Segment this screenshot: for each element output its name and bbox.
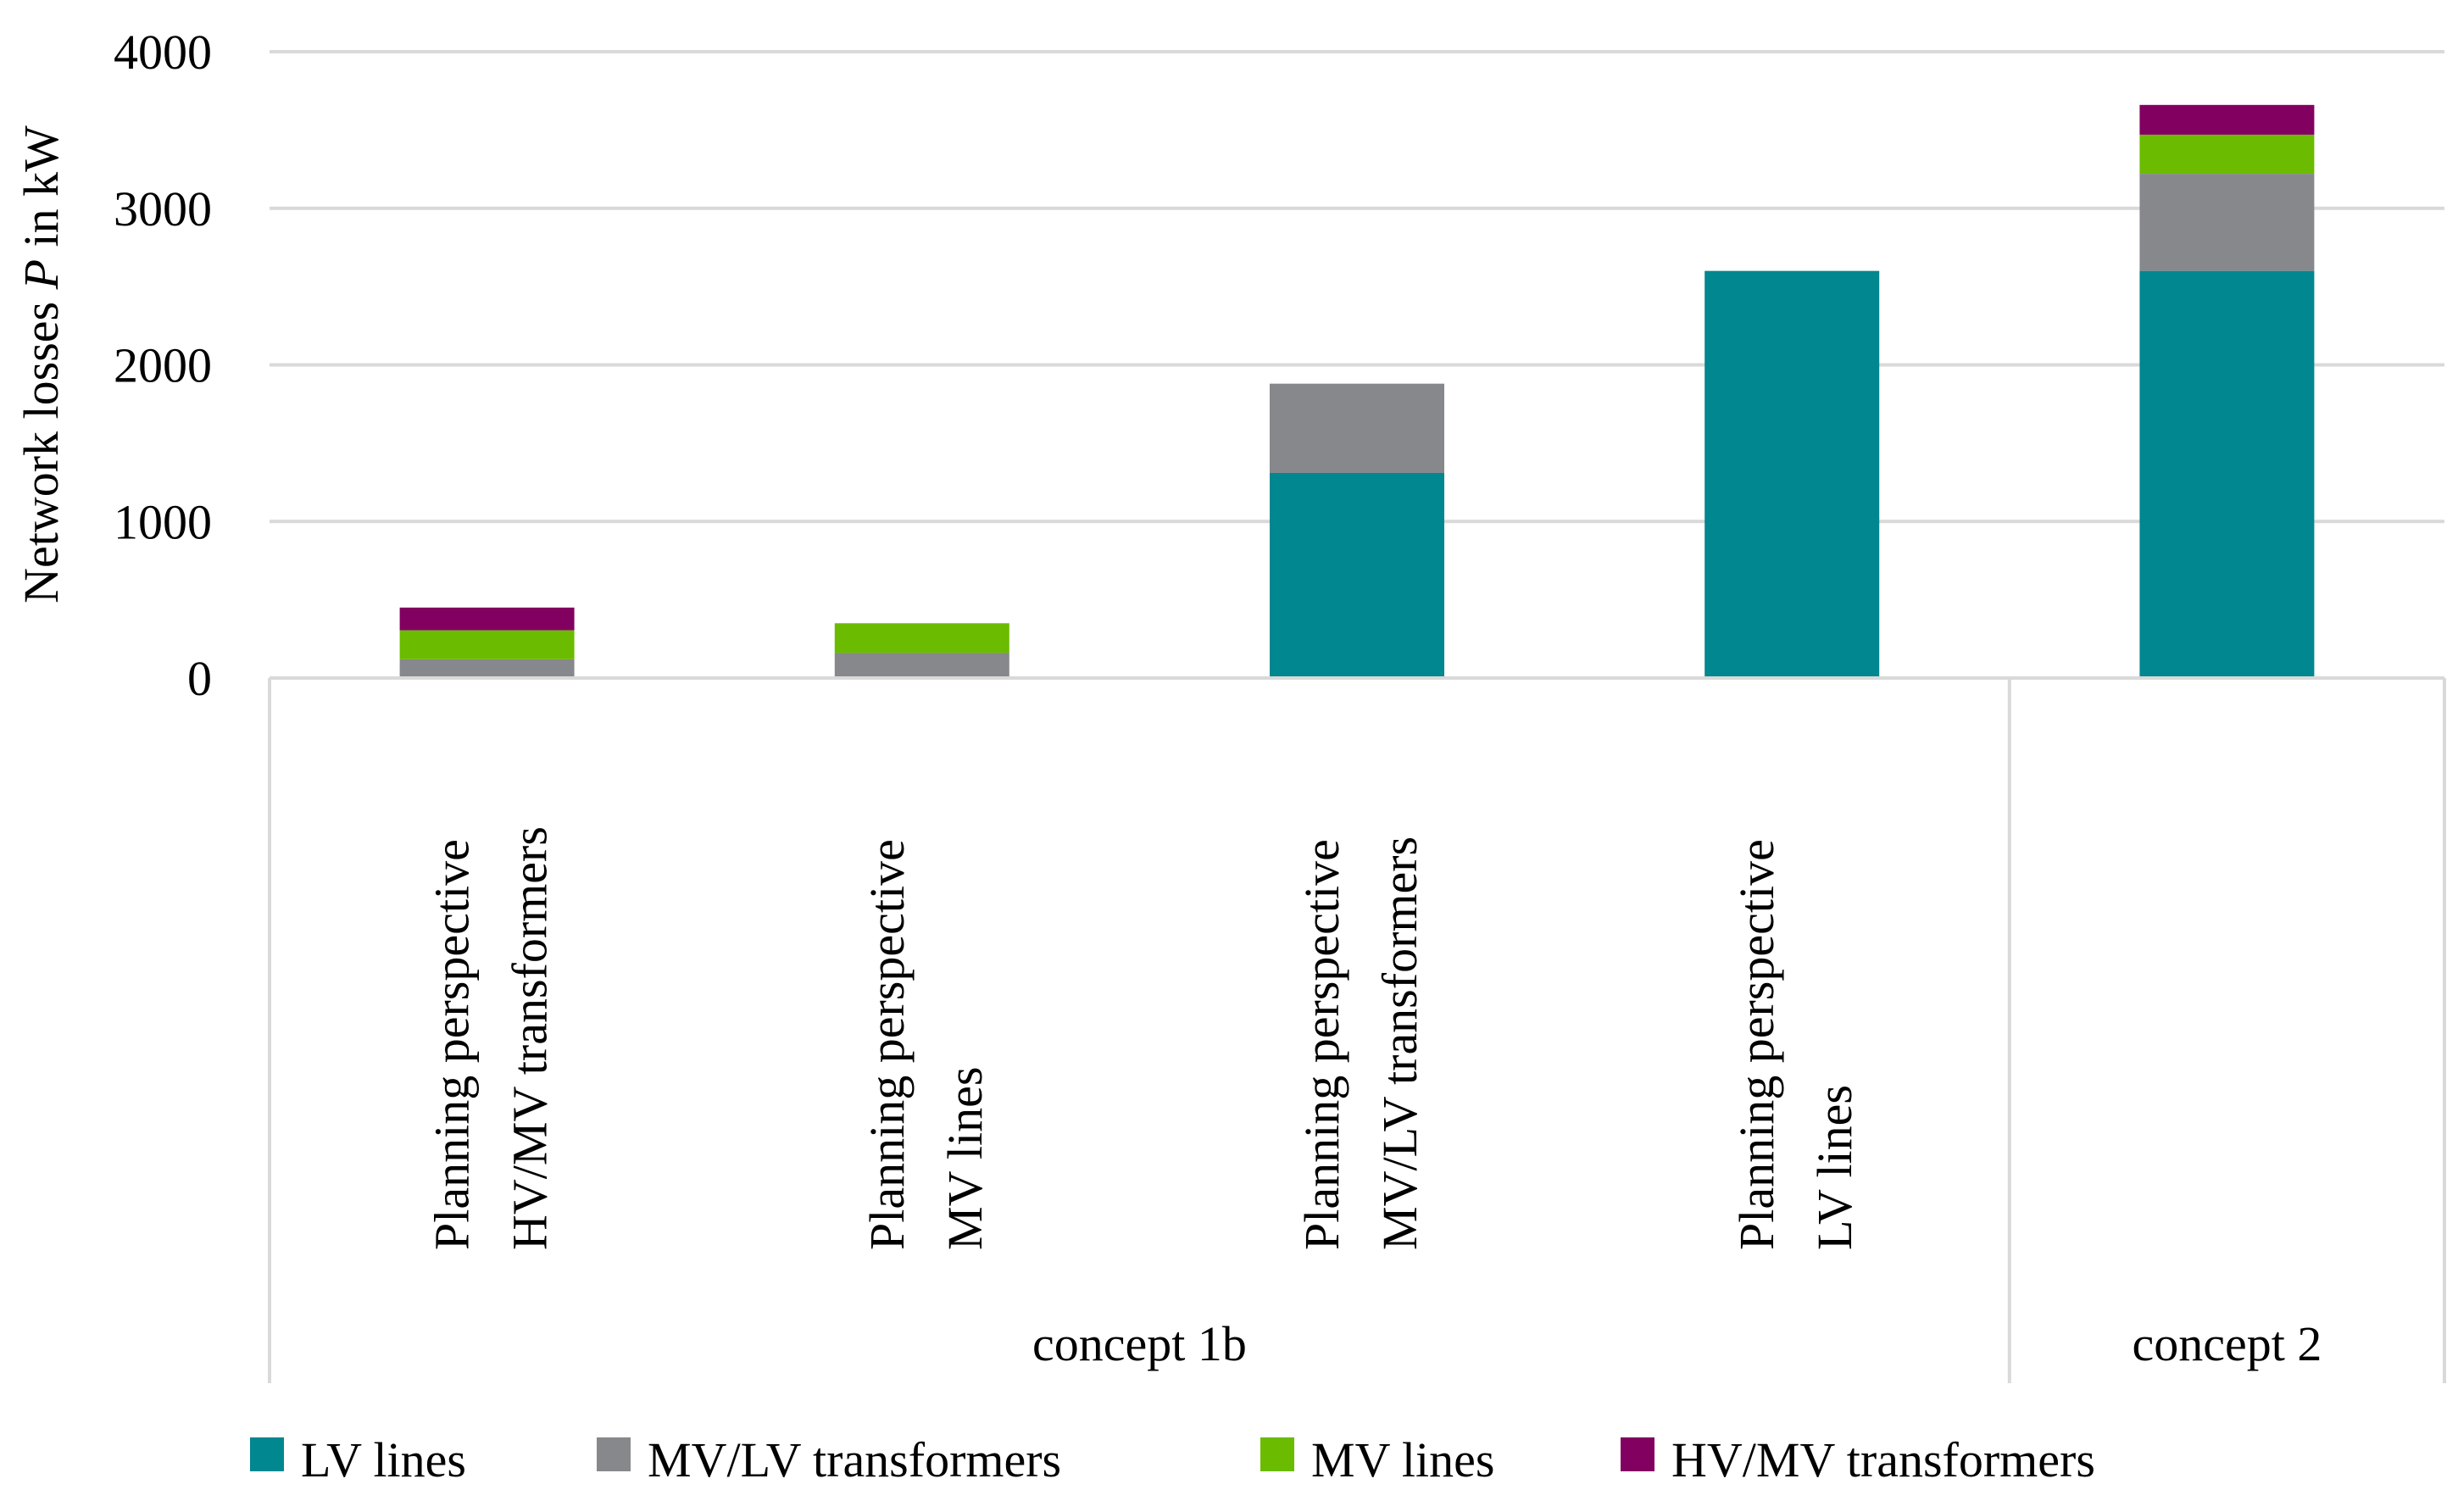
y-tick-label: 2000 [114,338,212,393]
category-label-line1: Planning perspective [1729,839,1784,1250]
bar-segment-mv-lines [399,630,575,659]
bar-segment-lv-lines [1270,472,1444,678]
legend-swatch [1621,1437,1654,1471]
y-tick-label: 0 [187,651,212,706]
bar-segment-lv-lines [1704,270,1880,678]
legend-swatch [250,1437,284,1471]
category-label-line2: HV/MV transformers [503,826,558,1250]
group-label: concept 1b [1032,1316,1247,1371]
bar-segment-mv-lines [834,623,1009,653]
x-axis [268,676,2446,1383]
group-label: concept 2 [2132,1316,2322,1371]
y-tick-label: 1000 [114,494,212,549]
legend: LV lines MV/LV transformers MV lines HV/MV … [250,1432,2095,1487]
bar-segment-hv-mv-transformers [399,607,575,631]
y-tick-label: 3000 [114,181,212,236]
legend-label: MV lines [1311,1432,1494,1487]
y-axis-ticks: 0 1000 2000 3000 4000 [114,25,212,706]
category-label-line2: MV lines [937,1067,993,1250]
category-label-line2: LV lines [1807,1085,1862,1250]
bars [399,104,2315,678]
category-label-line1: Planning perspective [425,839,480,1250]
y-tick-label: 4000 [114,25,212,80]
legend-swatch [597,1437,631,1471]
category-labels: Planning perspective HV/MV transformers Pl… [425,826,1863,1250]
y-axis-label: Network losses P in kW [14,125,69,603]
legend-label: HV/MV transformers [1671,1432,2095,1487]
bar-segment-mv-lv-transformers [1270,383,1444,473]
bar-segment-mv-lv-transformers [2139,174,2315,271]
legend-swatch [1260,1437,1294,1471]
category-label-line1: Planning perspective [859,839,915,1250]
group-labels: concept 1b concept 2 [1032,1316,2322,1371]
bar-segment-lv-lines [2139,270,2315,678]
bar-segment-hv-mv-transformers [2139,104,2315,135]
legend-label: MV/LV transformers [648,1432,1061,1487]
bar-segment-mv-lines [2139,134,2315,175]
bar-segment-mv-lv-transformers [834,653,1009,678]
legend-label: LV lines [301,1432,466,1487]
category-label-line1: Planning perspective [1294,839,1349,1250]
category-label-line2: MV/LV transformers [1372,837,1427,1250]
bar-segment-mv-lv-transformers [399,659,575,678]
